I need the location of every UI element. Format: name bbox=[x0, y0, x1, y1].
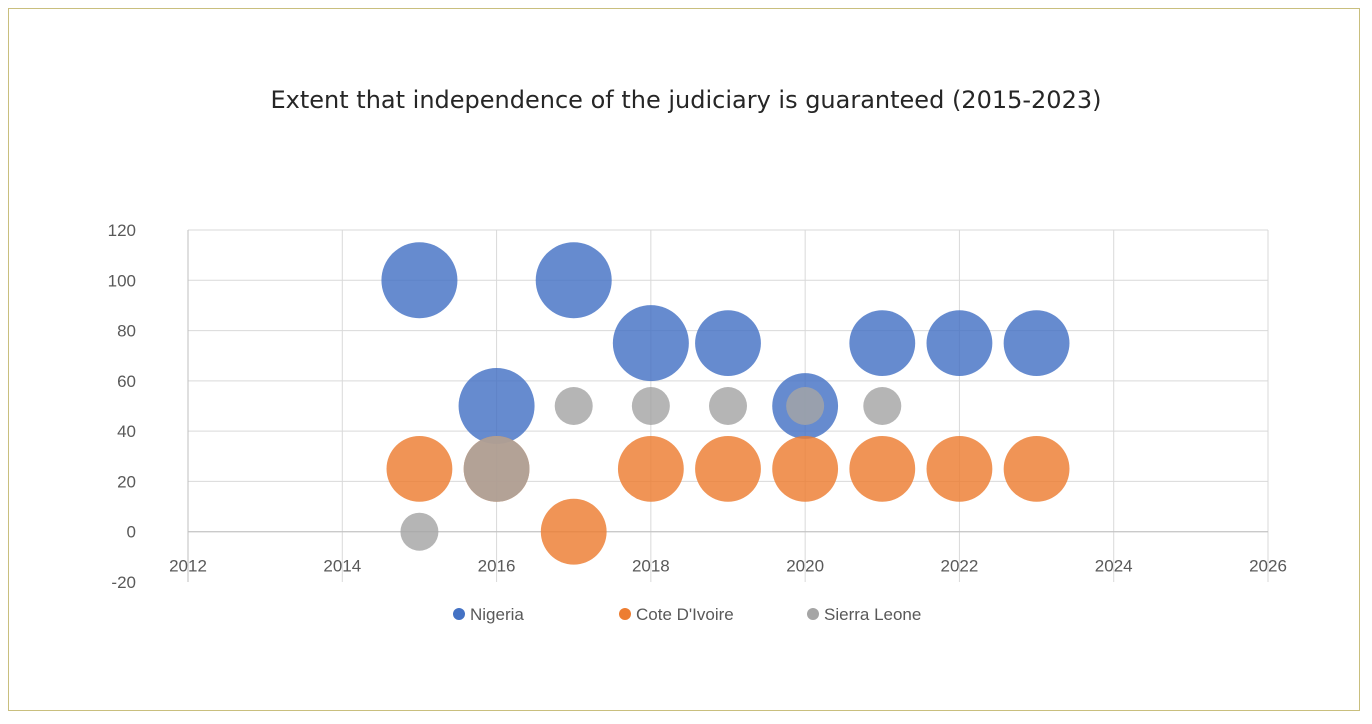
x-tick-label: 2020 bbox=[786, 557, 824, 576]
legend-label: Nigeria bbox=[470, 605, 524, 624]
bubble-sierra-leone-2017 bbox=[554, 387, 593, 425]
bubble-nigeria-2021 bbox=[849, 310, 916, 377]
bubble-cote-d-ivoire-2019 bbox=[695, 435, 761, 502]
y-tick-label: 0 bbox=[127, 523, 136, 542]
bubble-cote-d-ivoire-2018 bbox=[617, 435, 684, 502]
x-tick-label: 2018 bbox=[632, 557, 670, 576]
bubble-cote-d-ivoire-2021 bbox=[849, 435, 916, 502]
y-tick-label: -20 bbox=[111, 573, 136, 592]
x-axis-ticks: 2012 2014 2016 2018 2020 2022 2024 2026 bbox=[169, 557, 1287, 576]
bubble-sierra-leone-2020 bbox=[786, 387, 825, 425]
bubble-nigeria-2018 bbox=[612, 305, 689, 382]
bubble-cote-d-ivoire-2017 bbox=[540, 498, 607, 565]
bubbles bbox=[381, 242, 1070, 565]
bubble-nigeria-2017 bbox=[535, 242, 612, 319]
bubble-sierra-leone-2016 bbox=[463, 435, 530, 502]
bubble-nigeria-2023 bbox=[1003, 310, 1070, 377]
x-tick-label: 2024 bbox=[1095, 557, 1133, 576]
bubble-nigeria-2015 bbox=[381, 242, 458, 319]
x-tick-label: 2014 bbox=[323, 557, 361, 576]
bubble-sierra-leone-2018 bbox=[631, 387, 670, 425]
bubble-cote-d-ivoire-2015 bbox=[386, 435, 453, 502]
gridlines bbox=[187, 229, 1269, 582]
chart-title: Extent that independence of the judiciar… bbox=[270, 86, 1102, 114]
bubble-sierra-leone-2019 bbox=[709, 387, 747, 425]
y-tick-label: 20 bbox=[117, 472, 136, 491]
x-tick-label: 2022 bbox=[941, 557, 979, 576]
bubble-nigeria-2022 bbox=[926, 310, 993, 377]
x-tick-label: 2012 bbox=[169, 557, 207, 576]
legend-marker bbox=[807, 608, 819, 620]
legend-label: Cote D'Ivoire bbox=[636, 605, 734, 624]
bubble-nigeria-2016 bbox=[458, 368, 535, 444]
bubble-nigeria-2019 bbox=[695, 310, 761, 377]
legend-marker bbox=[453, 608, 465, 620]
y-tick-label: 40 bbox=[117, 422, 136, 441]
y-tick-label: 60 bbox=[117, 372, 136, 391]
bubble-cote-d-ivoire-2023 bbox=[1003, 435, 1070, 502]
x-tick-label: 2026 bbox=[1249, 557, 1287, 576]
y-axis-ticks: -20 0 20 40 60 80 100 120 bbox=[108, 221, 136, 592]
legend-label: Sierra Leone bbox=[824, 605, 921, 624]
bubble-cote-d-ivoire-2020 bbox=[772, 435, 839, 502]
y-tick-label: 120 bbox=[108, 221, 136, 240]
y-tick-label: 80 bbox=[117, 322, 136, 341]
bubble-sierra-leone-2021 bbox=[863, 387, 902, 425]
bubble-sierra-leone-2015 bbox=[400, 512, 439, 551]
legend: Nigeria Cote D'Ivoire Sierra Leone bbox=[453, 605, 921, 624]
x-tick-label: 2016 bbox=[478, 557, 516, 576]
bubble-cote-d-ivoire-2022 bbox=[926, 435, 993, 502]
y-tick-label: 100 bbox=[108, 271, 136, 290]
legend-marker bbox=[619, 608, 631, 620]
